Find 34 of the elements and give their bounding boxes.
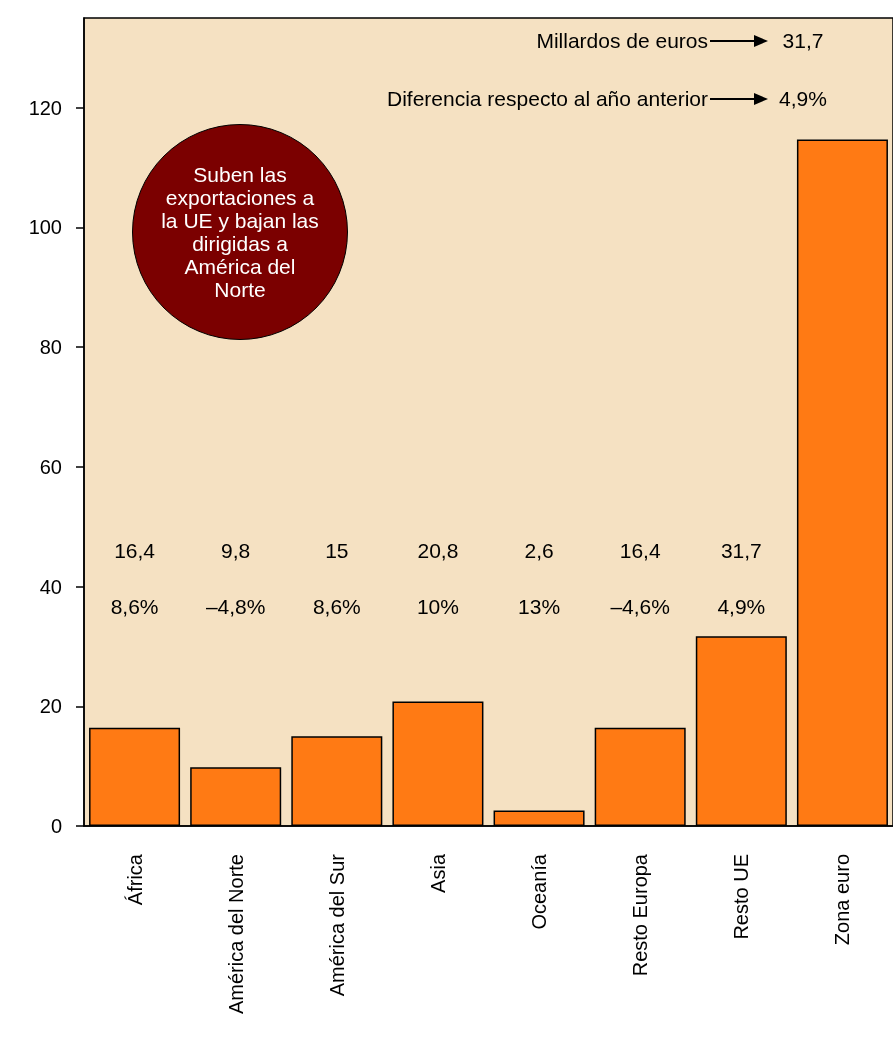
annotation: 31,7 xyxy=(781,28,825,54)
y-tick-label: 100 xyxy=(28,216,62,239)
annotation: –4,6% xyxy=(610,594,670,618)
x-tick-label: América del Norte xyxy=(224,854,247,1015)
annotation: 10% xyxy=(416,594,459,618)
annotation: 8,6% xyxy=(312,594,361,618)
x-tick-label: América del Sur xyxy=(325,853,348,997)
annotation: 16,4 xyxy=(114,538,156,562)
annotation: Suben las exportaciones a la UE y bajan las dirigidas a América del Norte xyxy=(160,163,320,301)
x-tick-label: Resto UE xyxy=(730,854,753,940)
annotation: 16,4 xyxy=(619,538,661,562)
annotation: –4,8% xyxy=(205,594,266,618)
x-tick-label: África xyxy=(123,853,146,906)
y-tick-label: 40 xyxy=(39,575,62,598)
y-tick-label: 20 xyxy=(39,695,62,718)
annotation: 2,6 xyxy=(524,538,554,562)
x-tick-label: Oceanía xyxy=(528,853,551,930)
annotation: 8,6% xyxy=(110,594,159,618)
x-tick-label: Zona euro xyxy=(831,854,854,946)
x-tick-label: Resto Europa xyxy=(629,853,652,977)
y-tick-label: 60 xyxy=(39,455,62,478)
annotation: 4,9% xyxy=(778,86,828,112)
annotation: Diferencia respecto al año anterior xyxy=(386,86,708,112)
annotation: 15 xyxy=(325,538,349,562)
annotation: Millardos de euros xyxy=(536,28,708,54)
annotation: 20,8 xyxy=(417,538,459,562)
annotation: 13% xyxy=(518,594,561,618)
y-tick-label: 0 xyxy=(50,815,62,837)
x-tick-label: Asia xyxy=(426,853,449,893)
annotation: 4,9% xyxy=(717,594,766,618)
annotation: 31,7 xyxy=(720,538,762,562)
y-tick-label: 120 xyxy=(28,96,62,119)
y-tick-label: 80 xyxy=(39,336,62,359)
annotation: 9,8 xyxy=(221,538,251,562)
